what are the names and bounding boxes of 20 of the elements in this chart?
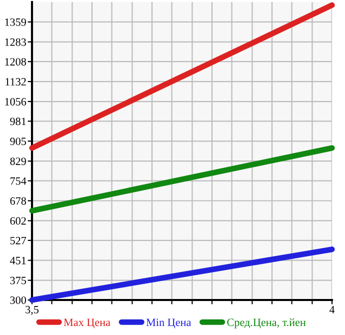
y-tick-label: 981	[10, 118, 26, 126]
y-tick-label: 829	[10, 158, 26, 166]
x-tick-label: 4	[329, 306, 335, 314]
y-tick-label: 905	[10, 138, 26, 146]
y-tick-label: 300	[10, 296, 26, 304]
y-tick-label: 1132	[6, 78, 26, 86]
legend-label: Max Цена	[64, 318, 110, 328]
y-tick-label: 527	[10, 236, 26, 244]
y-tick-label: 1056	[5, 98, 26, 106]
y-tick-label: 754	[10, 177, 26, 185]
y-tick-label: 451	[10, 256, 26, 264]
y-tick-label: 1208	[5, 58, 26, 66]
x-tick-label: 3,5	[26, 306, 39, 315]
y-tick-label: 602	[10, 217, 26, 225]
y-tick-label: 1359	[5, 18, 26, 26]
y-tick-label: 678	[10, 197, 26, 205]
y-tick-label: 1283	[5, 38, 26, 46]
y-tick-label: 375	[10, 276, 26, 284]
legend-label: Сред.Цена, т.йен	[227, 318, 306, 328]
legend-label: Min Цена	[146, 318, 192, 328]
